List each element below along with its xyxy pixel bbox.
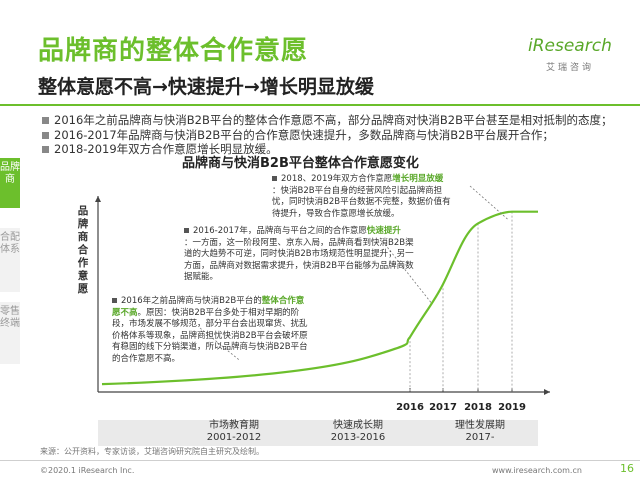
header-divider: [0, 104, 640, 106]
annotation-text: 2016-2017年，品牌商与平台之间的合作意愿: [193, 226, 367, 236]
annotation-text: ：快消B2B平台自身的经营风险引起品牌商担忧，同时快消B2B平台数据不完整，数据…: [272, 185, 451, 219]
series-line: [101, 210, 538, 386]
chart-title: 品牌商与快消B2B平台整体合作意愿变化: [182, 156, 419, 171]
annotation-2018-2019: 2018、2019年双方合作意愿增长明显放缓 ：快消B2B平台自身的经营风险引起…: [272, 174, 452, 220]
stage-bar: [98, 420, 538, 446]
source-note: 来源：公开资料，专家访谈，艾瑞咨询研究院自主研究及绘制。: [40, 447, 264, 456]
stage-years: 2017-: [465, 432, 495, 443]
x-tick-label: 2017: [429, 402, 457, 413]
side-tab-label: 零售终端: [0, 306, 20, 329]
side-tab-label: 合配体系: [0, 232, 20, 255]
bullet-item: 2016年之前品牌商与快消B2B平台的整体合作意愿不高，部分品牌商对快消B2B平…: [40, 113, 620, 128]
annotation-highlight: 快速提升: [366, 226, 401, 236]
annotation-text: 2016年之前品牌商与快消B2B平台的: [121, 296, 262, 306]
x-tick-label: 2016: [396, 402, 424, 413]
iresearch-logo: iResearch 艾瑞咨询: [528, 36, 612, 73]
bullet-item: 2016-2017年品牌商与快消B2B平台的合作意愿快速提升，多数品牌商与快消B…: [40, 128, 620, 143]
bullet-square-icon: [272, 176, 277, 181]
page-number: 16: [620, 462, 634, 475]
footer-divider: [0, 460, 640, 461]
annotation-text: 。原因：快消B2B平台多处于相对早期的阶段，市场发展不够规范，部分平台会出现窜货…: [112, 307, 308, 364]
side-tab-retail[interactable]: 零售终端: [0, 302, 20, 364]
stage-fast-growth: 快速成长期 2013-2016: [310, 420, 406, 444]
annotation-highlight: 增长明显放缓: [392, 174, 444, 184]
side-tab-distribution[interactable]: 合配体系: [0, 228, 20, 292]
y-axis-label: 品牌商合作意愿: [77, 205, 89, 295]
page-title: 品牌商的整体合作意愿: [38, 36, 309, 66]
page-subtitle: 整体意愿不高→快速提升→增长明显放缓: [38, 76, 374, 98]
annotation-text: ：一方面，这一阶段阿里、京东入局，品牌商看到快消B2B渠道的大趋势不可逆，同时快…: [184, 237, 414, 283]
summary-bullets: 2016年之前品牌商与快消B2B平台的整体合作意愿不高，部分品牌商对快消B2B平…: [40, 113, 620, 157]
annotation-leader-line: [379, 237, 433, 305]
annotation-text: 2018、2019年双方合作意愿: [281, 174, 393, 184]
annotation-leader-line: [469, 185, 509, 220]
y-axis-arrow-icon: [95, 196, 101, 202]
stage-rational-development: 理性发展期 2017-: [432, 420, 528, 444]
annotation-2016-2017: 2016-2017年，品牌商与平台之间的合作意愿快速提升 ：一方面，这一阶段阿里…: [184, 226, 416, 284]
x-axis-arrow-icon: [544, 389, 550, 395]
bullet-square-icon: [112, 298, 117, 303]
annotation-before-2016: 2016年之前品牌商与快消B2B平台的整体合作意愿不高。原因：快消B2B平台多处…: [112, 296, 308, 365]
x-tick-label: 2019: [498, 402, 526, 413]
stage-market-education: 市场教育期 2001-2012: [186, 420, 282, 444]
annotation-leader-line: [199, 327, 241, 361]
side-tab-brand[interactable]: 品牌商: [0, 158, 20, 208]
logo-text: iResearch: [528, 36, 612, 56]
annotation-highlight: 整体合作意愿不高: [112, 296, 305, 318]
website-link[interactable]: www.iresearch.com.cn: [492, 466, 582, 475]
stage-name: 快速成长期: [333, 420, 383, 431]
stage-years: 2001-2012: [206, 432, 262, 443]
bullet-item: 2018-2019年双方合作意愿增长明显放缓。: [40, 142, 620, 157]
stage-years: 2013-2016: [330, 432, 386, 443]
stage-name: 市场教育期: [209, 420, 259, 431]
logo-cn-text: 艾瑞咨询: [546, 63, 595, 73]
copyright: ©2020.1 iResearch Inc.: [40, 466, 135, 475]
x-tick-label: 2018: [464, 402, 492, 413]
side-tab-label: 品牌商: [0, 162, 20, 185]
bullet-square-icon: [184, 228, 189, 233]
stage-name: 理性发展期: [455, 420, 505, 431]
